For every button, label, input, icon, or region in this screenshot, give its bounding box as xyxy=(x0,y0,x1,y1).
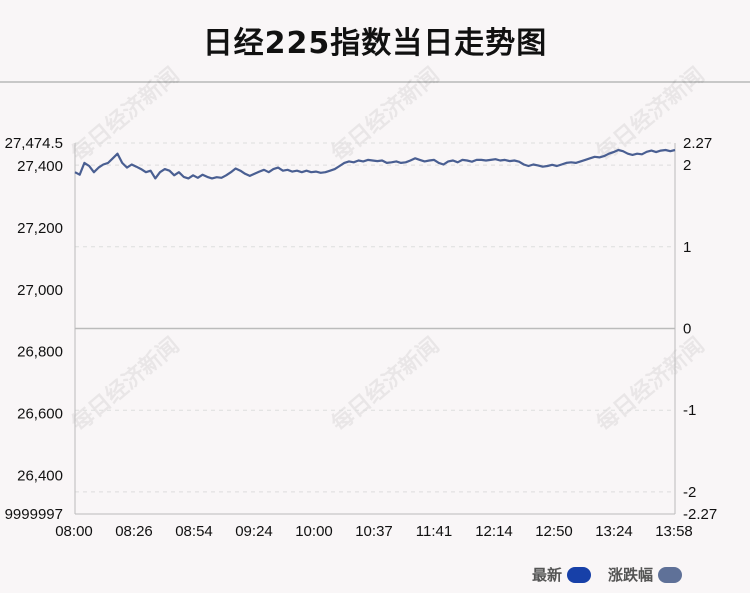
left-tick-label: 27,200 xyxy=(17,220,63,237)
x-tick-label: 08:54 xyxy=(175,523,213,540)
left-tick-label: 26,400 xyxy=(17,467,63,484)
right-tick-label: 0 xyxy=(683,321,691,338)
series-line-index xyxy=(74,148,676,180)
legend-change: 涨跌幅 xyxy=(608,564,683,585)
x-tick-label: 08:26 xyxy=(115,523,153,540)
chart-title: 日经225指数当日走势图 xyxy=(202,26,548,61)
left-tick-label: 26,600 xyxy=(17,405,63,422)
left-tick-label: 27,400 xyxy=(17,158,63,175)
left-tick-label: 27,000 xyxy=(17,282,63,299)
legend-latest-label: 最新 xyxy=(532,566,563,584)
title-divider xyxy=(0,81,750,83)
x-tick-label: 09:24 xyxy=(235,523,273,540)
axes xyxy=(74,143,676,515)
right-tick-label: 1 xyxy=(683,239,691,256)
legend-latest: 最新 xyxy=(532,564,592,585)
watermark-text: 每日经济新闻 xyxy=(327,332,445,437)
watermark-text: 每日经济新闻 xyxy=(592,332,710,437)
left-axis-ticks: 27,474.5 27,400 27,200 27,000 26,800 26,600 26… xyxy=(5,135,63,523)
left-tick-label: 9999997 xyxy=(5,506,63,523)
x-tick-label: 11:41 xyxy=(416,523,452,540)
x-tick-label: 13:24 xyxy=(595,523,633,540)
x-tick-label: 10:00 xyxy=(295,523,333,540)
legend-latest-swatch xyxy=(567,566,592,583)
x-tick-label: 12:14 xyxy=(475,523,513,540)
legend-change-swatch xyxy=(658,566,683,583)
left-tick-label: 26,800 xyxy=(17,344,63,361)
right-tick-label: 2.27 xyxy=(683,135,712,152)
watermark-text: 每日经济新闻 xyxy=(67,62,185,167)
right-tick-label: -2 xyxy=(683,484,696,501)
x-tick-label: 12:50 xyxy=(535,523,573,540)
right-axis-ticks: 2.27 2 1 0 -1 -2 -2.27 xyxy=(683,135,717,523)
right-tick-label: 2 xyxy=(683,157,691,174)
watermark-text: 每日经济新闻 xyxy=(67,332,185,437)
x-tick-label: 13:58 xyxy=(655,523,693,540)
right-tick-label: -1 xyxy=(683,402,696,419)
x-tick-label: 10:37 xyxy=(355,523,393,540)
watermark-text: 每日经济新闻 xyxy=(327,62,445,167)
right-tick-label: -2.27 xyxy=(683,506,717,523)
left-tick-label: 27,474.5 xyxy=(5,135,63,152)
legend-change-label: 涨跌幅 xyxy=(608,566,654,584)
x-tick-label: 08:00 xyxy=(55,523,93,540)
x-axis-ticks: 08:00 08:26 08:54 09:24 10:00 10:37 11:41 12:14… xyxy=(55,523,693,540)
